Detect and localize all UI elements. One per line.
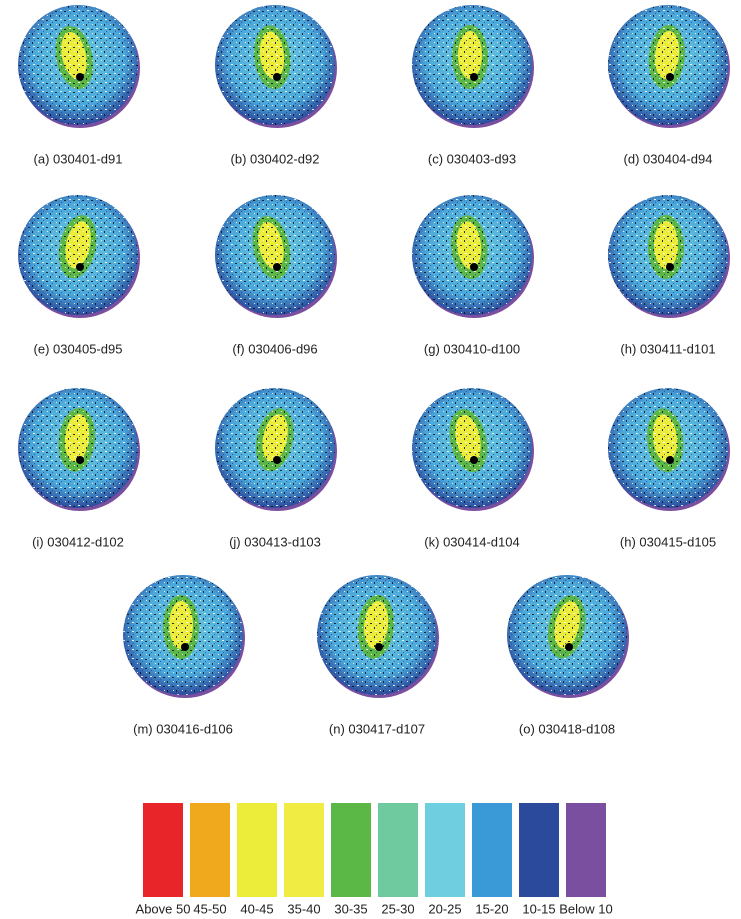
panel-caption: (f) 030406-d96 xyxy=(232,341,317,356)
panel-caption: (o) 030418-d108 xyxy=(519,721,615,736)
center-dot xyxy=(76,73,84,81)
panel-caption: (h) 030411-d101 xyxy=(620,341,715,356)
panel: (a) 030401-d91 xyxy=(18,5,140,166)
disk-texture xyxy=(412,5,532,125)
disk-texture xyxy=(608,388,728,508)
center-dot xyxy=(470,456,478,464)
legend-swatch xyxy=(143,803,183,897)
panel-caption: (j) 030413-d103 xyxy=(229,534,321,549)
disk-texture xyxy=(317,575,437,695)
legend-swatch xyxy=(378,803,418,897)
legend-swatch xyxy=(284,803,324,897)
center-dot xyxy=(273,73,281,81)
panel-caption: (c) 030403-d93 xyxy=(428,151,516,166)
legend-swatch xyxy=(566,803,606,897)
panel-caption: (d) 030404-d94 xyxy=(624,151,713,166)
legend-label: 35-40 xyxy=(287,901,320,916)
panel: (n) 030417-d107 xyxy=(317,575,439,736)
panel: (c) 030403-d93 xyxy=(412,5,534,166)
panel-caption: (m) 030416-d106 xyxy=(133,721,233,736)
center-dot xyxy=(76,263,84,271)
disk-texture xyxy=(507,575,627,695)
panel-caption: (k) 030414-d104 xyxy=(424,534,519,549)
figure: (a) 030401-d91 (b) 030402-d92 (c) 030403-d… xyxy=(0,0,741,919)
panel-caption: (e) 030405-d95 xyxy=(34,341,123,356)
center-dot xyxy=(666,73,674,81)
panel: (k) 030414-d104 xyxy=(412,388,534,549)
panel-caption: (b) 030402-d92 xyxy=(231,151,320,166)
disk-texture xyxy=(215,5,335,125)
panel: (i) 030412-d102 xyxy=(18,388,140,549)
disk-texture xyxy=(123,575,243,695)
legend-label: 25-30 xyxy=(381,901,414,916)
panel: (h) 030411-d101 xyxy=(608,195,730,356)
disk-texture xyxy=(18,5,138,125)
legend-swatch xyxy=(190,803,230,897)
legend-label: Above 50 xyxy=(136,901,191,916)
panel: (b) 030402-d92 xyxy=(215,5,337,166)
panel: (h) 030415-d105 xyxy=(608,388,730,549)
legend-label: 45-50 xyxy=(193,901,226,916)
panel: (f) 030406-d96 xyxy=(215,195,337,356)
panel: (m) 030416-d106 xyxy=(123,575,245,736)
center-dot xyxy=(181,643,189,651)
disk-texture xyxy=(412,388,532,508)
legend-label: 10-15 xyxy=(522,901,555,916)
center-dot xyxy=(666,263,674,271)
panel-caption: (g) 030410-d100 xyxy=(424,341,520,356)
disk-texture xyxy=(18,388,138,508)
center-dot xyxy=(565,643,573,651)
legend-label: 20-25 xyxy=(428,901,461,916)
disk-texture xyxy=(215,195,335,315)
center-dot xyxy=(76,456,84,464)
panel: (g) 030410-d100 xyxy=(412,195,534,356)
panel: (d) 030404-d94 xyxy=(608,5,730,166)
legend-label: 15-20 xyxy=(475,901,508,916)
center-dot xyxy=(470,73,478,81)
legend-swatch xyxy=(425,803,465,897)
panel: (o) 030418-d108 xyxy=(507,575,629,736)
legend-swatch xyxy=(472,803,512,897)
center-dot xyxy=(470,263,478,271)
panel-caption: (a) 030401-d91 xyxy=(34,151,123,166)
center-dot xyxy=(273,263,281,271)
legend-label: 40-45 xyxy=(240,901,273,916)
center-dot xyxy=(273,456,281,464)
center-dot xyxy=(375,643,383,651)
disk-texture xyxy=(412,195,532,315)
center-dot xyxy=(666,456,674,464)
panel-caption: (i) 030412-d102 xyxy=(32,534,124,549)
disk-texture xyxy=(608,195,728,315)
legend-swatch xyxy=(331,803,371,897)
legend-swatch xyxy=(519,803,559,897)
panel: (e) 030405-d95 xyxy=(18,195,140,356)
disk-texture xyxy=(215,388,335,508)
panel-caption: (n) 030417-d107 xyxy=(329,721,425,736)
disk-texture xyxy=(608,5,728,125)
legend-label: 30-35 xyxy=(334,901,367,916)
disk-texture xyxy=(18,195,138,315)
panel: (j) 030413-d103 xyxy=(215,388,337,549)
legend-swatch xyxy=(237,803,277,897)
legend-label: Below 10 xyxy=(559,901,612,916)
panel-caption: (h) 030415-d105 xyxy=(620,534,716,549)
